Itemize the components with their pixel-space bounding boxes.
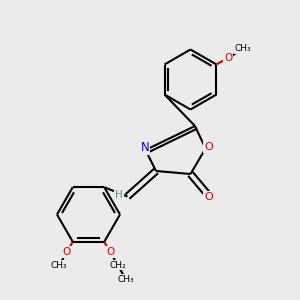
Text: O: O [106,247,114,257]
Text: CH₂: CH₂ [110,261,126,270]
Text: CH₃: CH₃ [118,275,134,284]
Text: N: N [140,141,149,154]
Text: CH₃: CH₃ [234,44,251,53]
Text: O: O [224,53,232,63]
Text: CH₃: CH₃ [51,261,68,270]
Text: O: O [204,192,213,202]
Text: O: O [204,142,213,152]
Text: O: O [63,247,71,257]
Text: H: H [115,190,123,200]
